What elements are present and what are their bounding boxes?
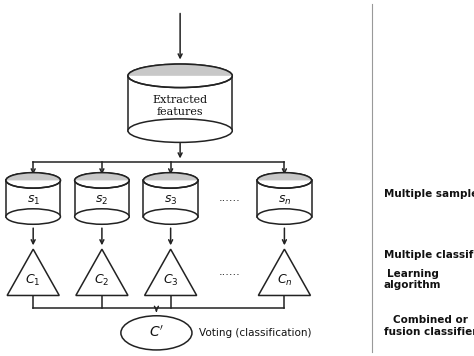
Text: ......: ...... bbox=[219, 267, 241, 277]
Polygon shape bbox=[7, 249, 59, 295]
Text: $s_3$: $s_3$ bbox=[164, 194, 177, 207]
Polygon shape bbox=[258, 249, 310, 295]
Polygon shape bbox=[257, 173, 311, 180]
Ellipse shape bbox=[128, 119, 232, 142]
Ellipse shape bbox=[257, 209, 311, 224]
Polygon shape bbox=[128, 64, 232, 76]
Text: $s_2$: $s_2$ bbox=[95, 194, 109, 207]
Polygon shape bbox=[6, 180, 61, 216]
Text: Learning
algorithm: Learning algorithm bbox=[384, 269, 441, 290]
Polygon shape bbox=[6, 173, 61, 180]
Ellipse shape bbox=[143, 209, 198, 224]
Polygon shape bbox=[75, 173, 129, 180]
Polygon shape bbox=[143, 173, 198, 180]
Ellipse shape bbox=[75, 209, 129, 224]
Ellipse shape bbox=[257, 173, 311, 188]
Polygon shape bbox=[75, 180, 129, 216]
Text: $C'$: $C'$ bbox=[149, 325, 164, 340]
Polygon shape bbox=[128, 76, 232, 131]
Text: Multiple samples: Multiple samples bbox=[384, 189, 474, 199]
Text: $s_1$: $s_1$ bbox=[27, 194, 40, 207]
Text: Extracted
features: Extracted features bbox=[153, 95, 208, 117]
Ellipse shape bbox=[75, 173, 129, 188]
Text: Multiple classifiers: Multiple classifiers bbox=[384, 250, 474, 260]
Text: $C_3$: $C_3$ bbox=[163, 273, 178, 288]
Text: Voting (classification): Voting (classification) bbox=[199, 328, 311, 338]
Ellipse shape bbox=[6, 209, 61, 224]
Text: $s_n$: $s_n$ bbox=[278, 194, 291, 207]
Ellipse shape bbox=[6, 173, 61, 188]
Text: ......: ...... bbox=[219, 193, 241, 203]
Polygon shape bbox=[145, 249, 197, 295]
Text: $C_n$: $C_n$ bbox=[276, 273, 292, 288]
Ellipse shape bbox=[143, 173, 198, 188]
Text: $C_1$: $C_1$ bbox=[26, 273, 41, 288]
Polygon shape bbox=[143, 180, 198, 216]
Ellipse shape bbox=[128, 64, 232, 88]
Text: $C_2$: $C_2$ bbox=[94, 273, 109, 288]
Polygon shape bbox=[257, 180, 311, 216]
Ellipse shape bbox=[121, 316, 192, 350]
Text: Combined or
fusion classifier: Combined or fusion classifier bbox=[384, 315, 474, 336]
Polygon shape bbox=[76, 249, 128, 295]
